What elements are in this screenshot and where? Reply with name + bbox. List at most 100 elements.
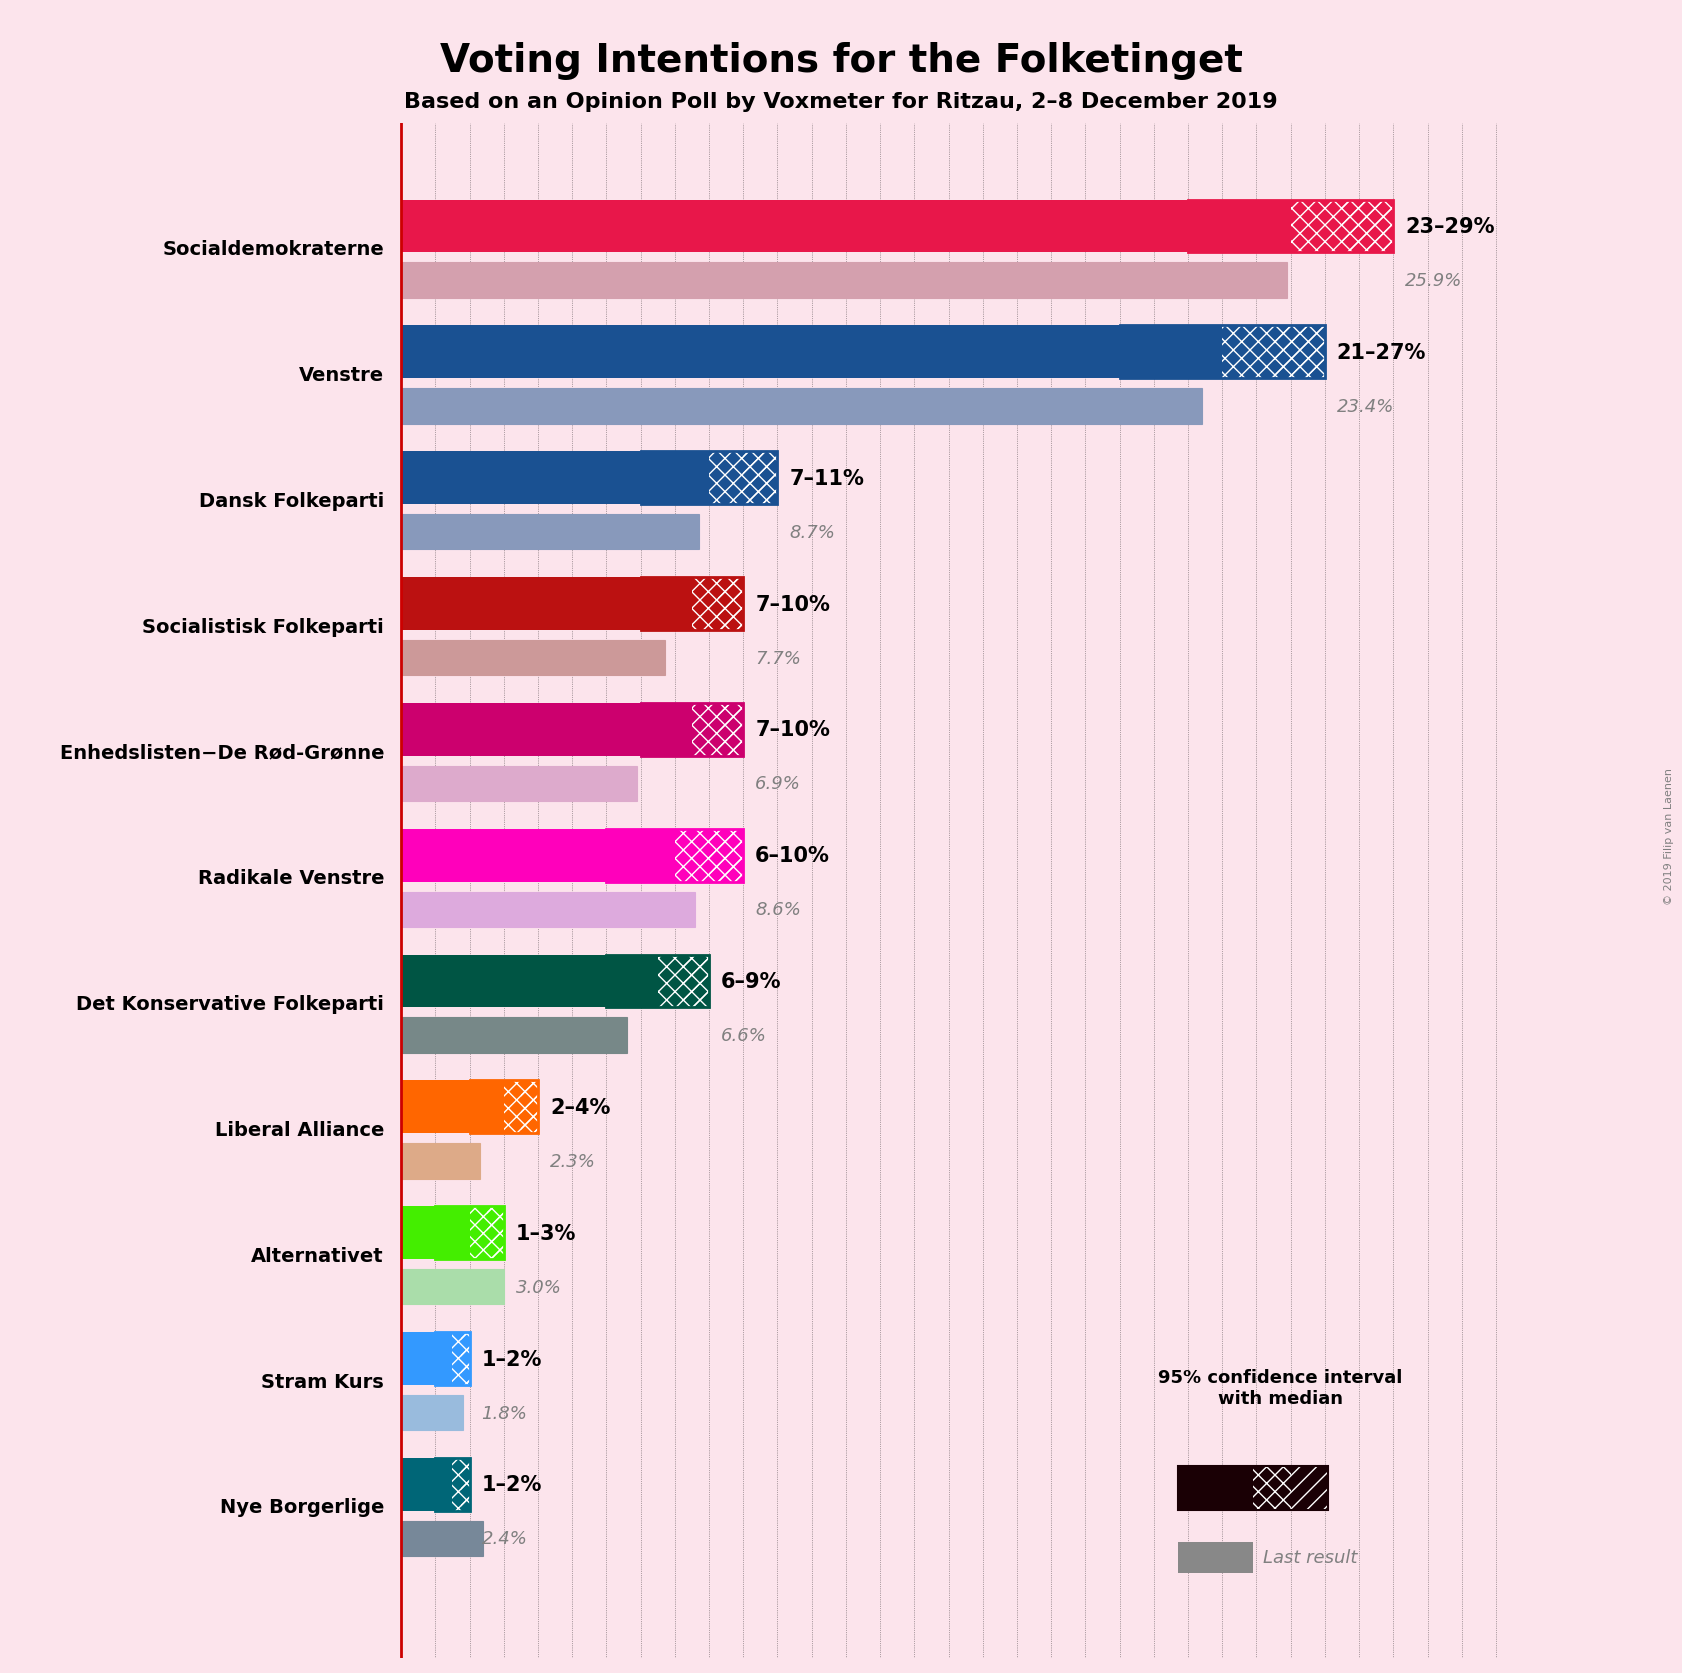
Bar bbox=[400, 201, 1290, 253]
Text: 2–4%: 2–4% bbox=[550, 1097, 611, 1118]
Text: Alternativet: Alternativet bbox=[251, 1246, 383, 1265]
Text: 2.4%: 2.4% bbox=[481, 1529, 528, 1548]
Text: 23.4%: 23.4% bbox=[1337, 398, 1394, 415]
Bar bbox=[691, 703, 743, 756]
Bar bbox=[400, 1395, 463, 1430]
Bar bbox=[641, 452, 777, 505]
Bar bbox=[607, 830, 743, 882]
Text: 1–2%: 1–2% bbox=[481, 1348, 542, 1369]
Text: 7.7%: 7.7% bbox=[755, 649, 801, 668]
Bar bbox=[1177, 1466, 1329, 1511]
Bar bbox=[1223, 326, 1325, 380]
Bar bbox=[400, 452, 710, 505]
Bar bbox=[674, 830, 743, 882]
Text: Last result: Last result bbox=[1263, 1549, 1357, 1566]
Text: Venstre: Venstre bbox=[299, 366, 383, 385]
Bar bbox=[400, 390, 1201, 425]
Bar bbox=[400, 1144, 479, 1179]
Text: 3.0%: 3.0% bbox=[516, 1278, 562, 1297]
Text: 2.3%: 2.3% bbox=[550, 1153, 595, 1169]
Text: 7–11%: 7–11% bbox=[789, 468, 865, 489]
Text: 6.6%: 6.6% bbox=[722, 1027, 767, 1044]
Bar bbox=[400, 1521, 483, 1556]
Text: 1–2%: 1–2% bbox=[481, 1474, 542, 1494]
Bar bbox=[400, 641, 664, 676]
Bar bbox=[400, 766, 637, 801]
Text: Dansk Folkeparti: Dansk Folkeparti bbox=[198, 492, 383, 510]
Text: Det Konservative Folkeparti: Det Konservative Folkeparti bbox=[76, 994, 383, 1014]
Bar bbox=[691, 577, 743, 631]
Bar bbox=[1290, 201, 1393, 253]
Bar bbox=[641, 703, 743, 756]
Bar bbox=[1253, 1466, 1290, 1511]
Bar bbox=[400, 892, 695, 927]
Bar bbox=[1290, 201, 1393, 253]
Text: Liberal Alliance: Liberal Alliance bbox=[215, 1121, 383, 1139]
Bar bbox=[503, 1081, 538, 1134]
Bar bbox=[607, 955, 710, 1007]
Bar bbox=[452, 1332, 469, 1385]
Text: 23–29%: 23–29% bbox=[1404, 217, 1495, 238]
Bar bbox=[400, 577, 691, 631]
Bar bbox=[469, 1206, 503, 1260]
Bar bbox=[400, 1017, 627, 1052]
Bar bbox=[461, 1459, 469, 1511]
Text: 8.6%: 8.6% bbox=[755, 900, 801, 918]
Bar bbox=[400, 1270, 503, 1305]
Bar bbox=[710, 452, 777, 505]
Bar bbox=[400, 1206, 469, 1260]
Text: Socialistisk Folkeparti: Socialistisk Folkeparti bbox=[143, 617, 383, 636]
Bar bbox=[461, 1332, 469, 1385]
Text: 7–10%: 7–10% bbox=[755, 719, 831, 739]
Bar bbox=[674, 830, 743, 882]
Bar bbox=[400, 390, 1201, 425]
Bar bbox=[452, 1459, 469, 1511]
Bar bbox=[400, 1459, 452, 1511]
Bar bbox=[400, 955, 658, 1007]
Bar bbox=[452, 1459, 469, 1511]
Bar bbox=[400, 830, 674, 882]
Bar bbox=[718, 703, 743, 756]
Bar bbox=[1177, 1466, 1253, 1511]
Bar bbox=[400, 892, 695, 927]
Bar bbox=[1273, 326, 1325, 380]
Text: 6–9%: 6–9% bbox=[722, 972, 782, 992]
Text: Stram Kurs: Stram Kurs bbox=[261, 1372, 383, 1390]
Bar bbox=[658, 955, 710, 1007]
Text: 95% confidence interval
with median: 95% confidence interval with median bbox=[1159, 1369, 1403, 1407]
Bar bbox=[400, 1332, 452, 1385]
Bar bbox=[710, 830, 743, 882]
Bar bbox=[1120, 326, 1325, 380]
Bar bbox=[400, 1144, 479, 1179]
Text: Voting Intentions for the Folketinget: Voting Intentions for the Folketinget bbox=[439, 42, 1243, 80]
Bar bbox=[400, 1017, 627, 1052]
Bar bbox=[400, 515, 698, 550]
Text: 25.9%: 25.9% bbox=[1404, 273, 1463, 289]
Text: 6.9%: 6.9% bbox=[755, 775, 801, 793]
Bar bbox=[691, 703, 743, 756]
Bar bbox=[1342, 201, 1393, 253]
Text: © 2019 Filip van Laenen: © 2019 Filip van Laenen bbox=[1663, 768, 1674, 905]
Bar bbox=[400, 641, 664, 676]
Bar bbox=[400, 515, 698, 550]
Text: Radikale Venstre: Radikale Venstre bbox=[197, 868, 383, 888]
Bar bbox=[400, 766, 637, 801]
Text: 8.7%: 8.7% bbox=[789, 524, 836, 542]
Bar bbox=[436, 1206, 503, 1260]
Bar bbox=[436, 1459, 469, 1511]
Bar bbox=[1290, 1466, 1329, 1511]
Bar bbox=[1177, 1543, 1253, 1573]
Bar bbox=[400, 703, 691, 756]
Bar bbox=[400, 1081, 503, 1134]
Bar bbox=[1187, 201, 1393, 253]
Bar bbox=[400, 1395, 463, 1430]
Bar bbox=[400, 1521, 483, 1556]
Bar bbox=[452, 1332, 469, 1385]
Bar bbox=[641, 577, 743, 631]
Text: Nye Borgerlige: Nye Borgerlige bbox=[220, 1497, 383, 1517]
Text: 6–10%: 6–10% bbox=[755, 845, 831, 865]
Bar bbox=[400, 326, 1223, 380]
Text: Enhedslisten−De Rød-Grønne: Enhedslisten−De Rød-Grønne bbox=[59, 743, 383, 761]
Bar bbox=[400, 263, 1287, 298]
Bar bbox=[486, 1206, 503, 1260]
